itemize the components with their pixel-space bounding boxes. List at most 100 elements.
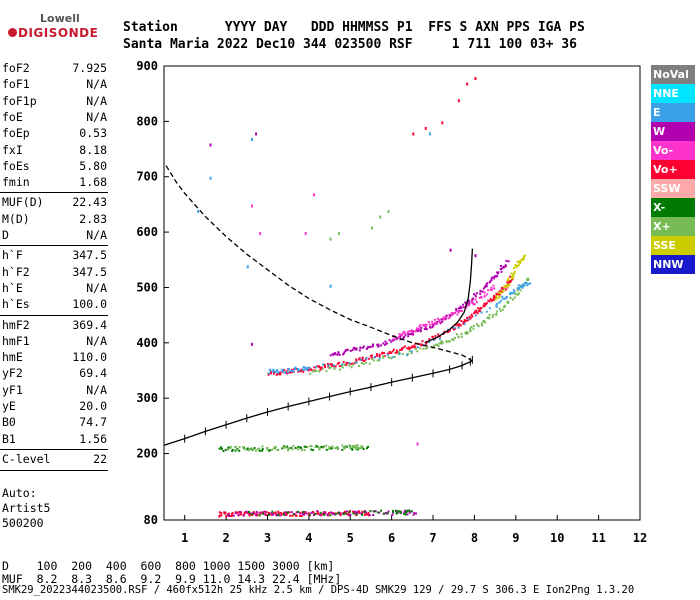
echo-point — [361, 356, 364, 359]
separator-line — [0, 245, 108, 247]
echo-point — [323, 364, 326, 367]
echo-point — [507, 300, 510, 303]
echo-point — [500, 270, 503, 273]
echo-point — [507, 278, 510, 281]
echo-point — [341, 444, 344, 447]
echo-point — [351, 448, 354, 451]
x-tick-label: 12 — [633, 531, 647, 545]
echo-point — [327, 365, 330, 368]
echo-point — [360, 445, 363, 448]
param-hmf2: hmF2 369.4 — [2, 318, 107, 334]
echo-point — [358, 511, 361, 514]
y-tick-label: 80 — [144, 513, 158, 527]
echo-point — [416, 330, 419, 333]
legend-item-sse: SSE — [651, 236, 695, 255]
echo-point — [333, 365, 336, 368]
echo-point — [402, 346, 405, 349]
echo-point — [360, 362, 363, 365]
echo-point — [475, 310, 478, 313]
muf-row: MUF 8.2 8.3 8.6 9.2 9.9 11.0 14.3 22.4 [… — [2, 572, 342, 586]
x-tick-label: 1 — [181, 531, 188, 545]
auto-program: Artist5 — [2, 501, 51, 515]
echo-point — [286, 371, 289, 374]
echo-point — [483, 286, 486, 289]
echo-point — [454, 324, 457, 327]
echo-point — [506, 280, 509, 283]
echo-point — [443, 318, 446, 321]
param-value: 22 — [93, 451, 107, 466]
echo-point — [444, 316, 447, 319]
echo-point — [436, 343, 439, 346]
echo-point — [372, 359, 375, 362]
echo-point — [456, 323, 459, 326]
echo-point — [438, 342, 441, 345]
echo-point — [365, 361, 368, 364]
echo-point — [369, 510, 372, 513]
echo-point — [390, 351, 393, 354]
echo-point — [498, 295, 501, 298]
echo-point — [355, 360, 358, 363]
echo-point — [284, 511, 287, 514]
echo-point — [297, 370, 300, 373]
echo-point — [373, 510, 376, 513]
echo-point — [383, 512, 386, 515]
echo-point — [338, 353, 341, 356]
echo-point — [420, 326, 423, 329]
auto-code: 500200 — [2, 516, 44, 530]
echo-point — [467, 304, 470, 307]
echo-point — [365, 347, 368, 350]
echo-point — [313, 193, 316, 197]
echo-point — [252, 511, 255, 514]
echo-point — [428, 323, 431, 326]
echo-point — [357, 358, 360, 361]
param-label: yF1 — [2, 382, 23, 397]
param-hf: h`F 347.5 — [2, 248, 107, 264]
echo-point — [449, 248, 452, 252]
echo-point — [466, 316, 469, 319]
echo-point — [371, 357, 374, 360]
echo-point — [404, 513, 407, 516]
echo-point — [312, 449, 315, 452]
echo-point — [267, 513, 270, 516]
echo-point — [255, 510, 258, 513]
echo-point — [413, 512, 416, 515]
echo-point — [383, 355, 386, 358]
param-hes: h`Es 100.0 — [2, 297, 107, 313]
param-fof2: foF2 7.925 — [2, 61, 107, 77]
echo-point — [250, 513, 253, 516]
echo-point — [518, 292, 521, 295]
echo-point — [474, 298, 477, 301]
echo-point — [447, 317, 450, 320]
echo-point — [303, 449, 306, 452]
echo-point — [433, 323, 436, 326]
echo-point — [279, 373, 282, 376]
echo-point — [489, 288, 492, 291]
echo-point — [483, 305, 486, 308]
echo-point — [359, 446, 362, 449]
echo-point — [445, 314, 448, 317]
echo-point — [316, 445, 319, 448]
echo-point — [366, 346, 369, 349]
echo-point — [197, 209, 200, 213]
echo-point — [468, 315, 471, 318]
echo-point — [309, 372, 312, 375]
echo-point — [470, 326, 473, 329]
echo-point — [345, 348, 348, 351]
echo-point — [318, 446, 321, 449]
echo-point — [406, 330, 409, 333]
echo-point — [326, 513, 329, 516]
echo-point — [351, 510, 354, 513]
echo-point — [368, 362, 371, 365]
echo-point — [492, 297, 495, 300]
echo-point — [292, 370, 295, 373]
echo-point — [482, 287, 485, 290]
echo-point — [423, 324, 426, 327]
echo-point — [279, 514, 282, 517]
echo-point — [282, 513, 285, 516]
echo-point — [298, 514, 301, 517]
echo-point — [310, 369, 313, 372]
echo-point — [378, 357, 381, 360]
echo-point — [224, 511, 227, 514]
echo-point — [412, 331, 415, 334]
echo-point — [511, 298, 514, 301]
